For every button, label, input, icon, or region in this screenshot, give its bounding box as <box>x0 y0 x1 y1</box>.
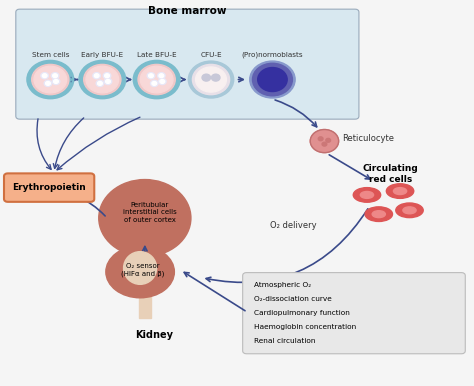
Circle shape <box>106 80 110 83</box>
Circle shape <box>42 74 47 78</box>
Circle shape <box>138 64 175 95</box>
Ellipse shape <box>353 188 381 202</box>
Circle shape <box>147 73 155 79</box>
Text: Haemoglobin concentration: Haemoglobin concentration <box>254 324 356 330</box>
Circle shape <box>250 61 295 98</box>
Text: Stem cells: Stem cells <box>32 52 69 58</box>
Text: Early BFU-E: Early BFU-E <box>81 52 123 58</box>
Ellipse shape <box>396 203 423 218</box>
Text: Late BFU-E: Late BFU-E <box>137 52 176 58</box>
Text: Erythropoietin: Erythropoietin <box>12 183 86 192</box>
Circle shape <box>96 80 104 86</box>
Ellipse shape <box>124 252 156 284</box>
Circle shape <box>93 73 100 79</box>
Circle shape <box>34 66 67 93</box>
Ellipse shape <box>372 211 385 218</box>
Ellipse shape <box>386 184 414 198</box>
Ellipse shape <box>360 191 374 198</box>
Circle shape <box>258 68 287 91</box>
Circle shape <box>140 66 173 93</box>
Ellipse shape <box>393 188 407 195</box>
Circle shape <box>310 130 338 152</box>
Circle shape <box>160 80 164 83</box>
Circle shape <box>105 74 109 78</box>
Text: Cardiopulmonary function: Cardiopulmonary function <box>254 310 349 316</box>
FancyBboxPatch shape <box>16 9 359 119</box>
Circle shape <box>51 73 59 79</box>
Circle shape <box>98 81 102 85</box>
Circle shape <box>104 78 112 85</box>
Circle shape <box>196 67 227 92</box>
FancyBboxPatch shape <box>243 273 465 354</box>
Text: Peritubular
interstitial cells
of outer cortex: Peritubular interstitial cells of outer … <box>123 202 176 223</box>
Circle shape <box>44 80 52 86</box>
Circle shape <box>46 81 50 85</box>
Circle shape <box>322 142 327 146</box>
Text: (Pro)normoblasts: (Pro)normoblasts <box>242 52 303 58</box>
Circle shape <box>157 73 165 79</box>
Ellipse shape <box>106 246 174 298</box>
Ellipse shape <box>403 207 416 214</box>
Circle shape <box>318 137 323 141</box>
Text: Circulating
red cells: Circulating red cells <box>363 164 419 184</box>
Circle shape <box>103 73 111 79</box>
FancyBboxPatch shape <box>4 173 94 202</box>
Ellipse shape <box>99 179 191 256</box>
Circle shape <box>52 78 60 85</box>
Circle shape <box>94 74 99 78</box>
Circle shape <box>41 73 48 79</box>
Text: CFU-E: CFU-E <box>200 52 222 58</box>
Text: O₂ delivery: O₂ delivery <box>270 221 317 230</box>
Bar <box>139 276 151 318</box>
Circle shape <box>211 74 220 81</box>
Text: Kidney: Kidney <box>135 330 173 340</box>
Circle shape <box>159 74 164 78</box>
Circle shape <box>202 74 210 81</box>
Circle shape <box>149 74 154 78</box>
Text: O₂ sensor
(HIFα and β): O₂ sensor (HIFα and β) <box>121 263 164 277</box>
Circle shape <box>253 63 292 96</box>
Text: O₂-dissociation curve: O₂-dissociation curve <box>254 296 331 302</box>
Text: Reticulocyte: Reticulocyte <box>342 134 394 142</box>
Circle shape <box>192 64 229 95</box>
Circle shape <box>158 78 166 85</box>
Circle shape <box>86 66 118 93</box>
Ellipse shape <box>365 207 392 222</box>
Text: Atmospheric O₂: Atmospheric O₂ <box>254 282 310 288</box>
Circle shape <box>151 80 158 86</box>
Text: Renal circulation: Renal circulation <box>254 338 315 344</box>
Text: Bone marrow: Bone marrow <box>148 7 227 17</box>
Circle shape <box>134 61 179 98</box>
Circle shape <box>326 139 330 142</box>
Circle shape <box>53 74 57 78</box>
Circle shape <box>80 61 125 98</box>
Circle shape <box>152 81 156 85</box>
Circle shape <box>27 61 73 98</box>
Circle shape <box>84 64 121 95</box>
Circle shape <box>32 64 69 95</box>
Circle shape <box>54 80 58 83</box>
Circle shape <box>188 61 234 98</box>
